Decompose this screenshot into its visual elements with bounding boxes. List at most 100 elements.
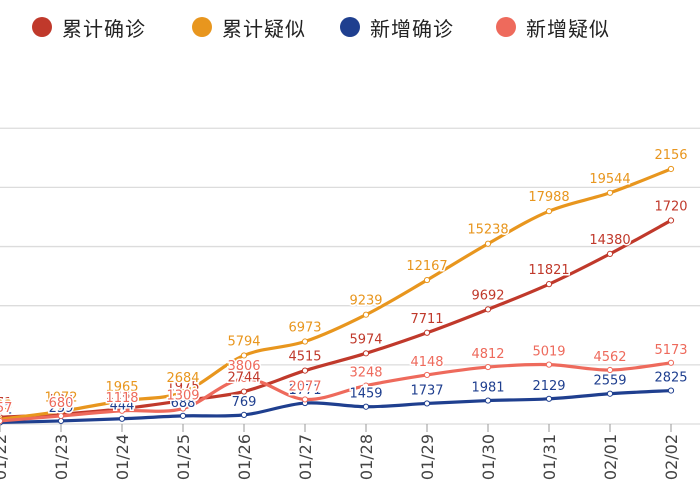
data-label: 1975: [166, 380, 199, 395]
data-label: 830: [49, 393, 74, 408]
data-point: [484, 240, 492, 247]
data-point: [606, 250, 614, 257]
data-point: [606, 189, 614, 196]
data-point: [240, 411, 248, 419]
data-point: [179, 405, 187, 412]
legend-label: 新增确诊: [370, 16, 454, 41]
data-label: 3248: [349, 366, 382, 381]
x-tick-label: 01/29: [418, 434, 437, 480]
data-point: [545, 208, 553, 215]
data-point: [423, 371, 431, 379]
data-label: 2156: [654, 148, 687, 163]
data-label: 5974: [349, 332, 382, 347]
data-point: [118, 407, 126, 414]
data-point: [57, 417, 65, 425]
data-points: [0, 165, 675, 426]
legend-item-new-confirmed[interactable]: 新增确诊: [340, 12, 454, 42]
data-label: 5019: [532, 345, 565, 360]
data-point: [423, 276, 431, 284]
legend-label: 新增疑似: [526, 16, 610, 41]
data-point: [545, 361, 553, 368]
data-label: 2744: [227, 371, 260, 386]
data-label: 4562: [593, 350, 626, 365]
data-label: 6973: [288, 321, 321, 336]
data-point: [118, 415, 126, 422]
gridlines: [0, 127, 700, 425]
x-tick-label: 01/24: [113, 434, 132, 480]
legend-item-new-suspected[interactable]: 新增疑似: [496, 12, 610, 42]
data-point: [0, 417, 4, 425]
data-point: [179, 389, 187, 396]
data-label: 1981: [471, 381, 504, 396]
data-label: 1118: [105, 391, 138, 406]
data-label: 14380: [589, 233, 630, 248]
legend-marker-icon: [32, 17, 52, 37]
x-tick-label: 01/27: [296, 434, 315, 480]
x-tick-label: 01/28: [357, 434, 376, 480]
x-tick-label: 01/30: [479, 434, 498, 480]
x-tick-label: 01/23: [52, 434, 71, 480]
x-tick-label: 01/25: [174, 434, 193, 480]
data-label: 9239: [349, 294, 382, 309]
data-label: 1771: [288, 383, 321, 398]
x-tick-label: 01/22: [0, 434, 10, 480]
data-point: [545, 281, 553, 288]
data-point: [362, 382, 370, 389]
data-label: 4515: [288, 350, 321, 365]
data-label: 2559: [593, 374, 626, 389]
data-label: 3806: [227, 359, 260, 374]
data-point: [667, 217, 675, 224]
data-label: 11821: [528, 263, 569, 278]
legend-item-cumulative-confirmed[interactable]: 累计确诊: [32, 12, 146, 42]
data-point: [240, 352, 248, 359]
data-point: [606, 390, 614, 397]
data-point: [545, 395, 553, 402]
data-point: [606, 366, 614, 374]
data-point: [362, 403, 370, 410]
data-point: [301, 396, 309, 403]
data-point: [301, 367, 309, 374]
data-label: 444: [110, 399, 135, 414]
x-tick-label: 01/31: [540, 434, 559, 480]
data-label: 259: [49, 401, 74, 416]
series-lines: [0, 167, 672, 425]
data-label: 4148: [410, 355, 443, 370]
legend-marker-icon: [192, 17, 212, 37]
data-label: 393: [0, 398, 12, 413]
legend-item-cumulative-suspected[interactable]: 累计疑似: [192, 12, 306, 42]
data-label: 1965: [105, 380, 138, 395]
data-label: 2077: [288, 379, 321, 394]
data-label: 769: [232, 395, 257, 410]
data-point: [667, 165, 675, 173]
data-point: [57, 412, 65, 420]
series-line-new-suspected: [0, 361, 672, 423]
data-label: 1287: [105, 388, 138, 403]
data-label: 1737: [410, 383, 443, 398]
data-label: 131: [0, 402, 12, 417]
data-label: 5173: [654, 343, 687, 358]
data-point: [301, 338, 309, 345]
data-point: [240, 375, 248, 383]
data-label: 15238: [467, 223, 508, 238]
data-point: [362, 350, 370, 357]
series-line-cumulative-confirmed: [0, 219, 672, 419]
data-point: [179, 412, 187, 419]
data-point: [423, 329, 431, 336]
x-axis: 01/22 01/23 01/24 01/25 01/26 01/27 01/28 01/29…: [0, 424, 681, 480]
data-point: [423, 400, 431, 407]
data-point: [362, 311, 370, 318]
data-label: 5794: [227, 334, 260, 349]
data-label: 1072: [44, 390, 77, 405]
data-point: [179, 397, 187, 404]
x-tick-label: 02/01: [601, 434, 620, 480]
data-label: 4812: [471, 347, 504, 362]
data-label: 1720: [654, 199, 687, 214]
data-point: [667, 387, 675, 394]
data-label: 17988: [528, 190, 569, 205]
data-label: 1309: [166, 389, 199, 404]
data-label: 1459: [349, 387, 382, 402]
data-point: [484, 397, 492, 404]
series-line-cumulative-suspected: [0, 167, 672, 421]
legend-marker-icon: [496, 17, 516, 37]
